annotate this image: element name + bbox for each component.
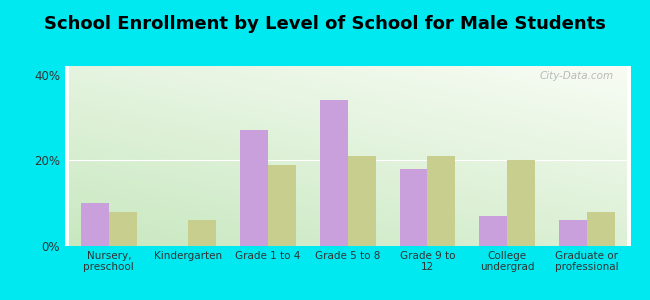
Bar bbox=[81, 203, 109, 246]
Bar bbox=[400, 169, 428, 246]
Text: School Enrollment by Level of School for Male Students: School Enrollment by Level of School for… bbox=[44, 15, 606, 33]
Bar bbox=[268, 165, 296, 246]
Bar bbox=[428, 156, 455, 246]
Text: City-Data.com: City-Data.com bbox=[540, 71, 614, 81]
Bar bbox=[348, 156, 376, 246]
Bar bbox=[479, 216, 507, 246]
Bar bbox=[507, 160, 535, 246]
Bar bbox=[587, 212, 614, 246]
Bar bbox=[188, 220, 216, 246]
Bar bbox=[320, 100, 348, 246]
Bar bbox=[109, 212, 136, 246]
Bar bbox=[559, 220, 587, 246]
Bar bbox=[240, 130, 268, 246]
